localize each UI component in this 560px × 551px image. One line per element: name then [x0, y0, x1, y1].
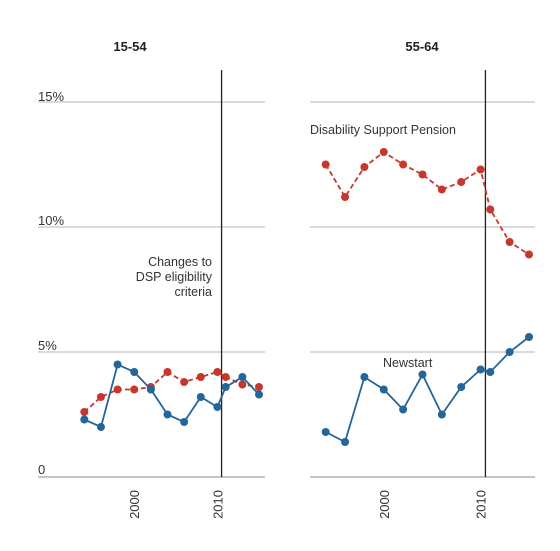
dsp-point: [486, 205, 495, 214]
y-tick-label: 0: [38, 462, 45, 477]
y-tick-label: 10%: [38, 213, 64, 228]
dsp-point: [418, 170, 427, 179]
newstart-point: [163, 410, 172, 419]
newstart-point: [196, 393, 205, 401]
newstart-point: [255, 390, 263, 399]
dsp-point: [196, 373, 205, 381]
newstart-point: [505, 348, 514, 356]
dsp-point: [437, 185, 446, 194]
dsp-point: [180, 378, 189, 386]
dsp-point: [221, 373, 230, 381]
x-ticks: 2000 2010 2000 2010: [127, 490, 488, 519]
newstart-point: [341, 438, 350, 446]
dsp-point: [505, 238, 514, 246]
dsp-point: [360, 163, 369, 171]
newstart-point: [486, 368, 495, 376]
newstart-point: [457, 383, 466, 391]
series-layer: [80, 148, 533, 446]
newstart-series-label: Newstart: [383, 356, 433, 370]
newstart-point: [321, 428, 330, 436]
dsp-point: [379, 148, 388, 156]
newstart-point: [146, 385, 155, 394]
dsp-point: [457, 178, 466, 186]
x-tick-label: 2000: [127, 490, 142, 519]
newstart-point: [113, 360, 122, 369]
dsp-point: [113, 385, 122, 394]
dsp-point: [163, 368, 172, 376]
dsp-point: [341, 193, 350, 201]
y-tick-label: 15%: [38, 89, 64, 104]
dsp-point: [321, 160, 330, 169]
x-tick-label: 2000: [377, 490, 392, 519]
newstart-point: [399, 405, 408, 414]
newstart-point: [379, 385, 388, 394]
newstart-point: [525, 333, 533, 341]
newstart-line-15-54: [83, 363, 260, 429]
newstart-point: [476, 365, 485, 374]
newstart-point: [180, 418, 189, 426]
eligibility-change-annotation: Changes to DSP eligibility criteria: [136, 255, 213, 299]
newstart-point: [213, 403, 222, 411]
dsp-point: [130, 385, 139, 394]
dsp-point: [399, 160, 408, 169]
y-tick-label: 5%: [38, 338, 57, 353]
newstart-point: [437, 410, 446, 419]
newstart-point: [418, 370, 427, 379]
newstart-point: [221, 383, 230, 391]
newstart-line-55-64: [325, 336, 530, 444]
dsp-point: [80, 408, 89, 416]
newstart-point: [80, 415, 89, 424]
dsp-point: [255, 383, 263, 391]
dsp-point: [476, 165, 485, 174]
dsp-series-label: Disability Support Pension: [310, 123, 456, 137]
newstart-point: [238, 373, 247, 381]
dsp-line-55-64: [324, 150, 530, 256]
dsp-point: [238, 380, 247, 389]
x-tick-label: 2010: [474, 490, 489, 519]
x-tick-label: 2010: [210, 490, 225, 519]
gridlines: [38, 70, 535, 478]
panel-title-55-64: 55-64: [405, 39, 439, 54]
newstart-point: [360, 373, 369, 381]
panel-title-15-54: 15-54: [113, 39, 147, 54]
dsp-point: [525, 250, 533, 259]
dsp-point: [213, 368, 222, 376]
dsp-point: [96, 393, 105, 401]
newstart-point: [96, 423, 105, 431]
newstart-point: [130, 368, 139, 376]
